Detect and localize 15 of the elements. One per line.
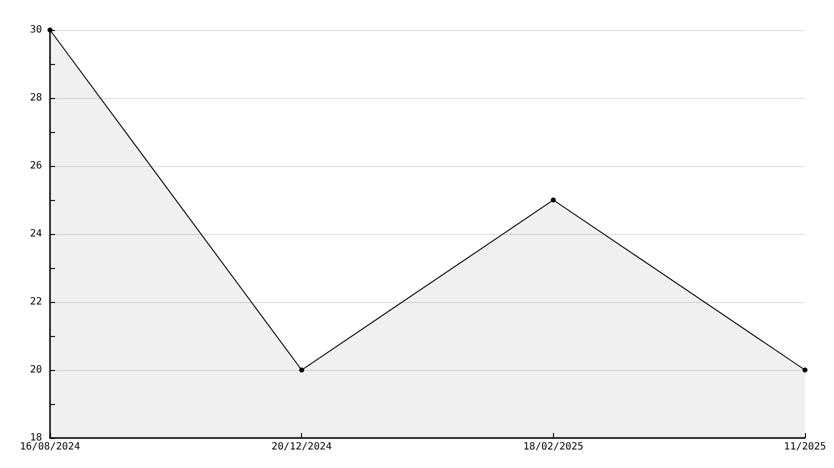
y-tick-label: 30 — [30, 24, 42, 36]
point — [550, 198, 556, 202]
y-tick-label: 28 — [30, 92, 42, 104]
point — [299, 368, 304, 372]
y-tick-label: 26 — [30, 160, 42, 172]
point — [48, 28, 52, 32]
y-tick-label: 22 — [30, 296, 42, 308]
y-tick-label: 24 — [30, 228, 42, 240]
x-tick-label: 16/08/2024 — [20, 442, 80, 452]
x-tick-label: 11/2025 — [784, 442, 826, 452]
y-tick-label: 20 — [30, 364, 42, 376]
point — [802, 368, 808, 372]
x-tick-label: 18/02/2025 — [523, 442, 584, 452]
x-tick-label: 20/12/2024 — [272, 442, 332, 452]
y-tick-label: 18 — [30, 432, 42, 444]
